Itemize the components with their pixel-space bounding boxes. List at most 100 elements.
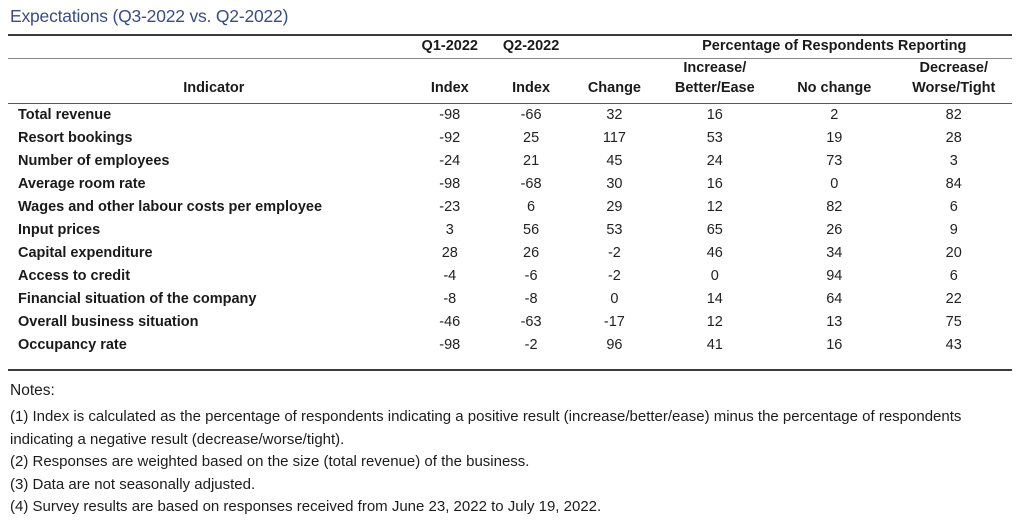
row-value-increase: 12: [706, 313, 723, 330]
row-value-q2_index: -8: [524, 290, 538, 307]
row-value-q1_index: -23: [439, 198, 461, 215]
row-indicator: Overall business situation: [18, 313, 199, 330]
row-indicator: Occupancy rate: [18, 336, 127, 353]
row-value-q2_index: -2: [524, 336, 538, 353]
row-value-no_change: 0: [830, 175, 839, 192]
decrease-header-line2: Worse/Tight: [912, 79, 996, 96]
row-value-decrease: 84: [945, 175, 962, 192]
row-value-no_change: 13: [826, 313, 843, 330]
row-value-q1_index: -4: [443, 267, 457, 284]
increase-column-header: Increase/Better/Ease: [656, 58, 774, 104]
q2-2022-header: Q2-2022: [489, 36, 573, 59]
row-indicator: Average room rate: [18, 175, 146, 192]
row-value-decrease: 22: [945, 290, 962, 307]
decrease-column-header: Decrease/Worse/Tight: [895, 58, 1012, 104]
row-value-decrease: 43: [945, 336, 962, 353]
table-row: Average room rate -98 -68 30 16 0 84: [8, 172, 1012, 195]
row-value-q1_index: -98: [439, 106, 461, 123]
table-row: Total revenue -98 -66 32 16 2 82: [8, 103, 1012, 126]
row-value-increase: 65: [706, 221, 723, 238]
row-value-no_change: 73: [826, 152, 843, 169]
row-value-decrease: 82: [945, 106, 962, 123]
increase-header-line2: Better/Ease: [674, 79, 755, 96]
table-header: Q1-2022 Q2-2022 Percentage of Respondent…: [8, 36, 1012, 104]
row-value-q1_index: 28: [441, 244, 458, 261]
row-value-decrease: 9: [949, 221, 958, 238]
row-indicator: Number of employees: [18, 152, 170, 169]
row-value-q1_index: -46: [439, 313, 461, 330]
row-value-q2_index: 26: [523, 244, 540, 261]
row-value-q1_index: 3: [445, 221, 454, 238]
row-value-q2_index: 6: [527, 198, 536, 215]
row-value-decrease: 75: [945, 313, 962, 330]
row-value-no_change: 64: [826, 290, 843, 307]
row-value-q1_index: -98: [439, 175, 461, 192]
note-item-4: (4) Survey results are based on response…: [10, 498, 602, 515]
row-value-increase: 16: [706, 106, 723, 123]
table-row: Overall business situation -46 -63 -17 12 13 7…: [8, 310, 1012, 333]
note-item-2: (2) Responses are weighted based on the …: [10, 453, 530, 470]
spacer-cell: [572, 36, 657, 59]
row-indicator: Total revenue: [18, 106, 112, 123]
row-value-no_change: 34: [826, 244, 843, 261]
note-item-3: (3) Data are not seasonally adjusted.: [10, 475, 256, 493]
row-value-increase: 24: [706, 152, 723, 169]
row-value-change: -2: [607, 244, 621, 261]
table-row: Input prices 3 56 53 65 26 9: [8, 218, 1012, 241]
row-value-q2_index: 25: [523, 129, 540, 146]
indicator-column-header: Indicator: [8, 58, 410, 104]
row-value-change: 45: [606, 152, 623, 169]
table-row: Financial situation of the company -8 -8 0 1…: [8, 287, 1012, 310]
row-value-change: 0: [610, 290, 619, 307]
change-column-header: Change: [572, 58, 657, 104]
table-body: Total revenue -98 -66 32 16 2 82 Resort booking…: [8, 103, 1012, 356]
table-row: Resort bookings -92 25 117 53 19 28: [8, 126, 1012, 149]
row-value-change: -17: [603, 313, 625, 330]
percentage-respondents-header: Percentage of Respondents Reporting: [656, 36, 1012, 59]
row-value-q2_index: -68: [520, 175, 542, 192]
row-value-change: 30: [606, 175, 623, 192]
row-value-change: 32: [606, 106, 623, 123]
row-value-q1_index: -98: [439, 336, 461, 353]
row-value-increase: 53: [706, 129, 723, 146]
q2-index-column-header: Index: [489, 58, 573, 104]
row-value-change: -2: [607, 267, 621, 284]
row-value-no_change: 2: [830, 106, 839, 123]
row-value-no_change: 82: [826, 198, 843, 215]
row-indicator: Wages and other labour costs per employe…: [18, 198, 323, 215]
row-value-q1_index: -92: [439, 129, 461, 146]
increase-header-line1: Increase/: [683, 60, 747, 77]
row-value-no_change: 26: [826, 221, 843, 238]
row-value-q2_index: -63: [520, 313, 542, 330]
row-value-q2_index: -66: [520, 106, 542, 123]
row-value-change: 117: [602, 129, 626, 146]
row-value-change: 53: [606, 221, 623, 238]
table-row: Number of employees -24 21 45 24 73 3: [8, 149, 1012, 172]
decrease-header-line1: Decrease/: [919, 60, 989, 77]
table-row: Capital expenditure 28 26 -2 46 34 20: [8, 241, 1012, 264]
row-indicator: Financial situation of the company: [18, 290, 257, 307]
q1-index-column-header: Index: [409, 58, 490, 104]
spacer-cell: [8, 36, 410, 59]
row-indicator: Capital expenditure: [18, 244, 153, 261]
row-value-decrease: 6: [949, 267, 958, 284]
row-value-q2_index: -6: [524, 267, 538, 284]
row-value-increase: 46: [706, 244, 723, 261]
row-value-q1_index: -8: [443, 290, 457, 307]
row-value-change: 29: [606, 198, 623, 215]
expectations-table-container: Q1-2022 Q2-2022 Percentage of Respondent…: [8, 36, 1012, 371]
row-value-decrease: 3: [949, 152, 958, 169]
expectations-table: Q1-2022 Q2-2022 Percentage of Respondent…: [8, 36, 1012, 356]
row-value-no_change: 19: [826, 129, 843, 146]
row-value-increase: 12: [706, 198, 723, 215]
notes-section: Notes: (1) Index is calculated as the pe…: [8, 382, 1012, 519]
no-change-column-header: No change: [773, 58, 896, 104]
row-value-no_change: 16: [826, 336, 843, 353]
note-item-1: (1) Index is calculated as the percentag…: [10, 408, 962, 448]
q1-2022-header: Q1-2022: [409, 36, 490, 59]
row-value-increase: 16: [706, 175, 723, 192]
column-header-row: Indicator Index Index Change Increase/Be…: [8, 58, 1012, 104]
row-indicator: Access to credit: [18, 267, 131, 284]
row-value-decrease: 28: [945, 129, 962, 146]
